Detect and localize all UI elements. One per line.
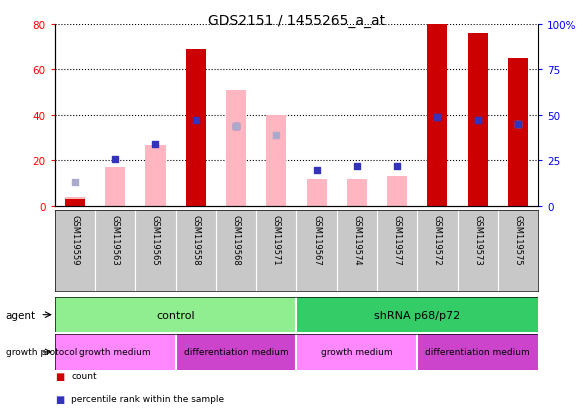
Text: differentiation medium: differentiation medium	[184, 348, 289, 356]
Point	[191, 118, 201, 124]
Text: growth medium: growth medium	[79, 348, 151, 356]
Text: GSM119573: GSM119573	[473, 215, 482, 265]
Text: GSM119571: GSM119571	[272, 215, 281, 265]
Point	[513, 121, 522, 128]
Point	[513, 121, 522, 128]
Point	[513, 121, 522, 128]
Point	[352, 163, 361, 170]
Point	[111, 156, 120, 163]
Text: ■: ■	[55, 394, 64, 404]
Text: shRNA p68/p72: shRNA p68/p72	[374, 310, 461, 320]
Text: GSM119575: GSM119575	[514, 215, 522, 265]
Bar	[175, 335, 296, 370]
Bar	[65, 197, 85, 206]
Text: GSM119559: GSM119559	[71, 215, 79, 265]
Point	[231, 123, 241, 130]
Point	[473, 118, 482, 124]
Bar	[387, 177, 407, 206]
Text: control: control	[156, 310, 195, 320]
Text: percentile rank within the sample: percentile rank within the sample	[71, 394, 224, 403]
Bar	[427, 25, 448, 206]
Point	[433, 114, 442, 121]
Text: count: count	[71, 371, 97, 380]
Text: GDS2151 / 1455265_a_at: GDS2151 / 1455265_a_at	[208, 14, 385, 28]
Point	[272, 132, 281, 139]
Bar	[105, 168, 125, 206]
Text: GSM119558: GSM119558	[191, 215, 201, 265]
Point	[433, 114, 442, 121]
Bar	[307, 179, 326, 206]
Point	[71, 180, 80, 186]
Text: agent: agent	[6, 310, 36, 320]
Text: growth protocol: growth protocol	[6, 348, 77, 356]
Text: GSM119563: GSM119563	[111, 215, 120, 265]
Bar	[186, 50, 206, 206]
Bar	[186, 102, 206, 206]
Text: GSM119574: GSM119574	[352, 215, 361, 265]
Text: GSM119565: GSM119565	[151, 215, 160, 265]
Bar	[296, 335, 417, 370]
Text: growth medium: growth medium	[321, 348, 393, 356]
Text: GSM119572: GSM119572	[433, 215, 442, 265]
Point	[312, 167, 321, 173]
Bar	[508, 59, 528, 206]
Bar	[145, 145, 166, 206]
Text: differentiation medium: differentiation medium	[426, 348, 530, 356]
Text: ■: ■	[55, 371, 64, 381]
Text: GSM119568: GSM119568	[231, 215, 241, 265]
Bar	[347, 179, 367, 206]
Point	[392, 163, 402, 170]
Bar	[468, 34, 488, 206]
Bar	[55, 297, 296, 332]
Point	[231, 123, 241, 130]
Bar	[55, 335, 175, 370]
Bar	[65, 200, 85, 206]
Point	[473, 118, 482, 124]
Point	[151, 141, 160, 148]
Bar	[296, 297, 538, 332]
Bar	[417, 335, 538, 370]
Bar	[226, 91, 246, 206]
Text: GSM119577: GSM119577	[392, 215, 402, 265]
Bar	[266, 116, 286, 206]
Text: GSM119567: GSM119567	[312, 215, 321, 265]
